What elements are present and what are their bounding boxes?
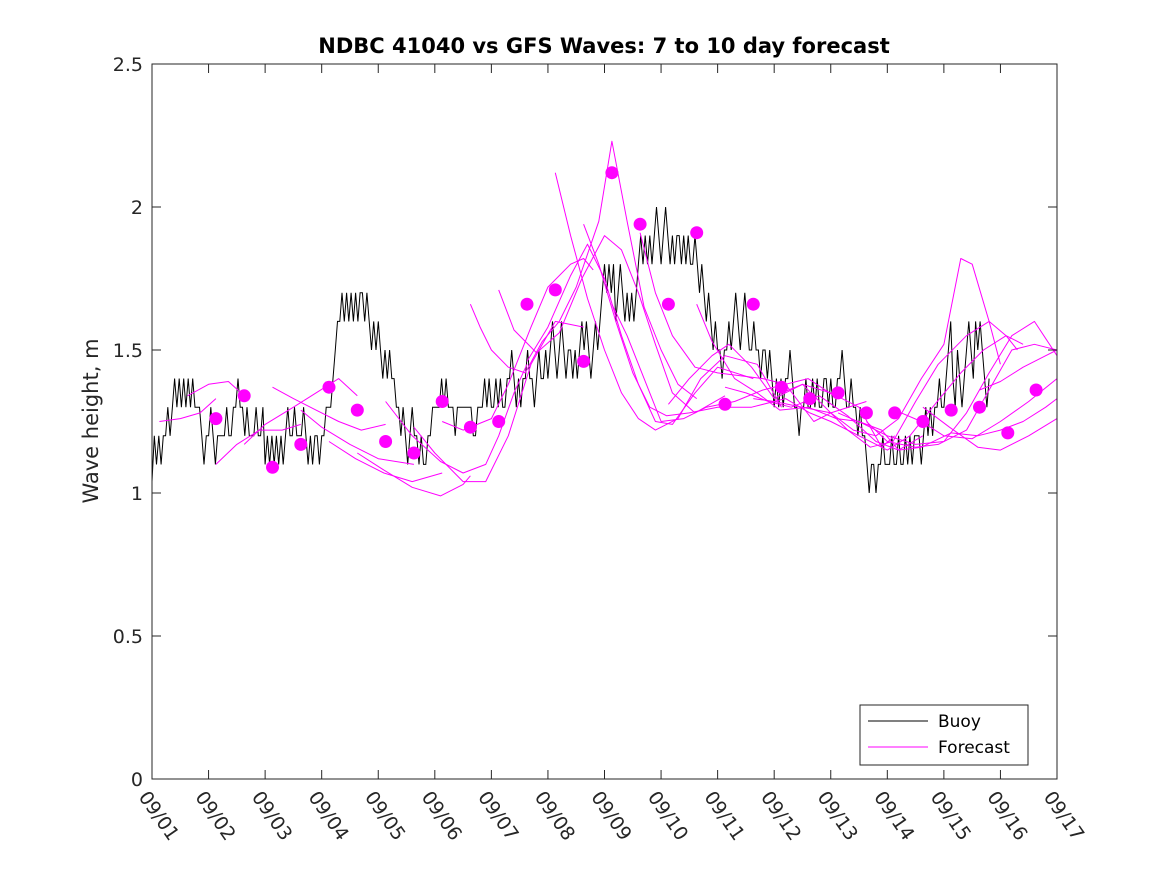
y-tick-label: 2 (131, 197, 143, 219)
forecast-line (159, 398, 217, 422)
forecast-line (696, 304, 924, 451)
forecast-line (357, 452, 471, 497)
forecast-marker (407, 446, 421, 460)
forecast-marker (775, 380, 788, 394)
y-tick-label: 1.5 (113, 340, 143, 362)
forecast-line (187, 381, 245, 397)
forecast-marker (1001, 426, 1015, 440)
forecast-marker (859, 406, 873, 420)
forecast-marker (888, 406, 902, 420)
forecast-line (866, 343, 1058, 448)
forecast-marker (831, 386, 845, 400)
forecast-marker (803, 392, 817, 406)
forecast-marker (322, 380, 336, 394)
forecast-marker (973, 400, 986, 414)
forecast-line (413, 320, 584, 483)
legend-forecast-label: Forecast (938, 738, 1010, 758)
forecast-marker (463, 420, 477, 434)
forecast-series (159, 140, 1058, 497)
forecast-line (385, 364, 528, 474)
forecast-line (753, 258, 1001, 437)
forecast-marker (577, 354, 591, 368)
forecast-line (668, 343, 896, 448)
forecast-marker (548, 283, 562, 297)
chart-title: NDBC 41040 vs GFS Waves: 7 to 10 day for… (318, 34, 889, 58)
forecast-line (554, 172, 782, 431)
forecast-line (724, 386, 952, 451)
forecast-line (639, 232, 867, 422)
forecast-markers (209, 166, 1043, 474)
forecast-marker (237, 389, 251, 403)
forecast-marker (944, 403, 958, 417)
y-tick-label: 2.5 (113, 54, 143, 76)
forecast-line (300, 409, 414, 465)
legend-box (859, 704, 1029, 766)
y-axis-ticks: 0 0.5 1 1.5 2 2.5 (113, 54, 1057, 791)
forecast-marker (209, 412, 223, 426)
forecast-line (951, 398, 1058, 437)
forecast-line (328, 441, 443, 483)
forecast-line (498, 235, 726, 414)
y-tick-label: 1 (131, 483, 143, 505)
forecast-line (922, 406, 1058, 451)
forecast-line (469, 140, 698, 399)
forecast-marker (520, 297, 534, 311)
y-tick-label: 0.5 (113, 626, 143, 648)
legend: Buoy Forecast (859, 704, 1029, 766)
buoy-line (151, 206, 990, 494)
forecast-line (583, 224, 811, 417)
forecast-line (979, 349, 1058, 391)
y-axis-label: Wave height, m (79, 338, 103, 503)
forecast-marker (605, 166, 619, 180)
legend-buoy-label: Buoy (938, 712, 981, 732)
plot-area (151, 140, 1058, 497)
forecast-marker (690, 226, 704, 240)
forecast-marker (266, 460, 279, 474)
forecast-line (243, 378, 358, 445)
forecast-marker (718, 397, 732, 411)
forecast-marker (746, 297, 760, 311)
y-tick-label: 0 (131, 769, 143, 791)
forecast-marker (661, 297, 675, 311)
forecast-marker (435, 395, 449, 408)
forecast-marker (350, 403, 364, 417)
forecast-marker (379, 435, 393, 448)
forecast-marker (492, 415, 506, 428)
forecast-marker (1029, 383, 1043, 397)
forecast-line (526, 243, 754, 425)
forecast-line (272, 386, 386, 431)
forecast-marker (633, 217, 647, 231)
forecast-line (611, 303, 839, 422)
forecast-marker (916, 415, 930, 428)
forecast-marker (294, 437, 308, 451)
forecast-line (781, 320, 1018, 448)
buoy-series (151, 206, 990, 494)
